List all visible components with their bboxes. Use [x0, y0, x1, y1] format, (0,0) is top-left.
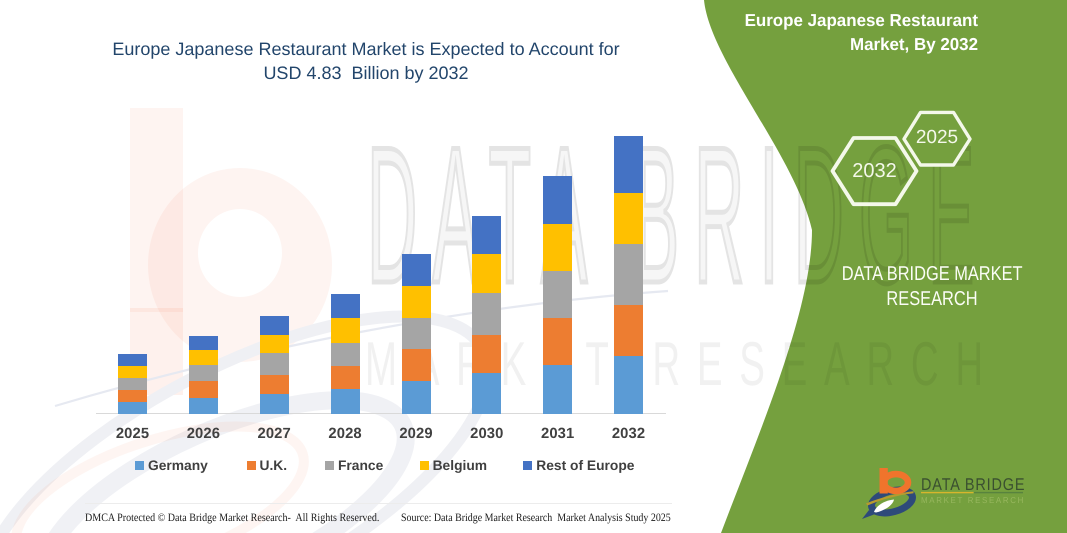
svg-text:MARKET RESEARCH: MARKET RESEARCH — [921, 495, 1025, 505]
svg-text:DATA BRIDGE: DATA BRIDGE — [921, 475, 1025, 494]
svg-text:MARKET RESEARCH: MARKET RESEARCH — [365, 330, 1000, 399]
